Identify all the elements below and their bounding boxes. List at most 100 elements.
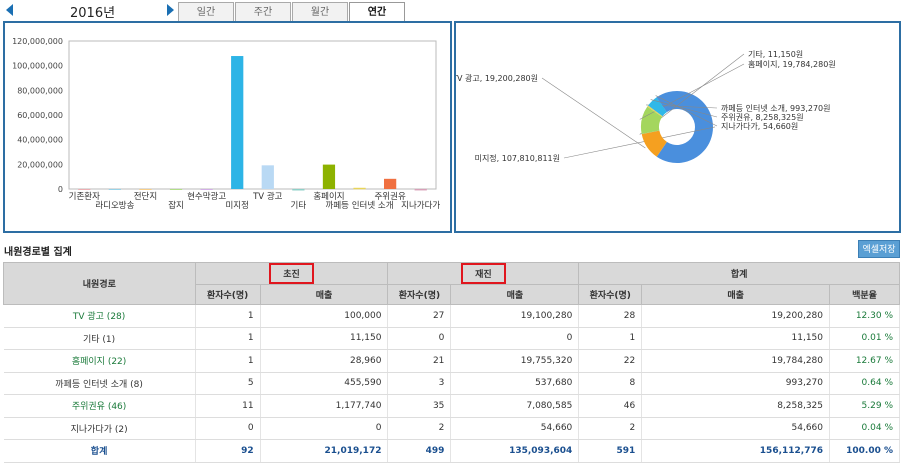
percent-cell: 0.64 % [829, 372, 900, 395]
sales-cell: 28,960 [260, 349, 389, 373]
sales-cell: 0 [260, 417, 389, 440]
prev-year-arrow-icon[interactable] [6, 4, 13, 16]
patient-count-cell: 1 [578, 327, 643, 350]
slice-label: 미지정, 107,810,811원 [475, 153, 560, 163]
slice-leader-line [563, 126, 716, 159]
sales-cell: 54,660 [641, 417, 830, 440]
donut-slice [641, 130, 660, 135]
year-label: 2016년 [70, 6, 116, 21]
x-tick-label: 현수막광고 [187, 191, 226, 202]
x-tick-label: 라디오방송 [95, 200, 134, 211]
patient-count-cell: 0 [387, 327, 452, 350]
x-tick-label: 미지정 [225, 200, 248, 211]
donut-chart: 미지정, 107,810,811원 TV 광고, 19,200,280원 기타, 1… [451, 50, 836, 163]
plot-area [68, 40, 437, 190]
tab-daily[interactable]: 일간 [178, 2, 234, 22]
pie-chart-panel: 미지정, 107,810,811원 TV 광고, 19,200,280원 기타, 1… [451, 21, 901, 233]
donut-slice [641, 106, 663, 135]
bar [78, 189, 91, 190]
bar [384, 178, 397, 189]
first-visit-label: 초진 [269, 263, 314, 284]
patient-count-cell: 92 [195, 439, 261, 463]
header-total: 합계 [578, 262, 900, 285]
period-tabs: 일간 주간 월간 연간 [178, 2, 406, 24]
bar-chart: 0 20,000,000 40,000,000 60,000,000 80,000,00… [12, 37, 440, 211]
patient-count-cell: 1 [195, 327, 261, 350]
slice-leader-line [650, 99, 718, 118]
route-name: TV 광고 (28) [3, 304, 196, 328]
tab-weekly[interactable]: 주간 [235, 2, 291, 22]
table-row: 주위권유 (46) 11 1,177,740 35 7,080,585 46 8,258,3… [3, 394, 900, 418]
bar [292, 188, 305, 191]
bar [139, 189, 152, 190]
y-tick-label: 80,000,000 [17, 86, 63, 95]
bar [231, 56, 244, 190]
sub-sales-1: 매출 [259, 284, 389, 305]
donut-slice [648, 97, 667, 117]
route-summary-table: 내원경로 초진 재진 합계 환자수(명) 매출 환자수(명) 매출 환자수(명)… [3, 262, 900, 463]
sales-cell: 21,019,172 [260, 439, 389, 463]
patient-count-cell: 0 [195, 417, 261, 440]
sales-cell: 135,093,604 [450, 439, 580, 463]
patient-count-cell: 21 [387, 349, 452, 373]
bar [108, 189, 121, 190]
section-title: 내원경로별 집계 [4, 247, 72, 258]
slice-label: 기타, 11,150원 [748, 50, 803, 59]
patient-count-cell: 28 [578, 304, 643, 328]
patient-count-cell: 1 [195, 349, 261, 373]
next-year-arrow-icon[interactable] [167, 4, 174, 16]
y-tick-label: 0 [58, 185, 63, 194]
patient-count-cell: 591 [578, 439, 643, 463]
slice-label: 지나가다가, 54,660원 [721, 122, 798, 131]
slice-label: 홈페이지, 19,784,280원 [748, 59, 836, 69]
route-name: 주위권유 (46) [3, 394, 196, 418]
route-name: 까페등 인터넷 소개 (8) [3, 372, 196, 395]
y-tick-label: 60,000,000 [17, 111, 63, 120]
route-name: 기타 (1) [3, 327, 196, 350]
bar-chart-panel: 0 20,000,000 40,000,000 60,000,000 80,000,00… [3, 21, 452, 233]
sales-cell: 156,112,776 [641, 439, 830, 463]
y-tick-label: 100,000,000 [12, 62, 63, 71]
sales-cell: 19,755,320 [450, 349, 580, 373]
tab-monthly[interactable]: 월간 [292, 2, 348, 22]
donut-slice [647, 105, 663, 117]
slice-leader-line [655, 95, 718, 127]
table-row: 까페등 인터넷 소개 (8) 5 455,590 3 537,680 8 993,270 0.… [3, 372, 900, 395]
header-route: 내원경로 [3, 262, 196, 305]
patient-count-cell: 27 [387, 304, 452, 328]
percent-cell: 5.29 % [829, 394, 900, 418]
x-tick-label: 주위권유 [374, 191, 405, 202]
donut-slice [641, 130, 667, 157]
route-name: 지나가다가 (2) [3, 417, 196, 440]
patient-count-cell: 46 [578, 394, 643, 418]
sales-cell: 537,680 [450, 372, 580, 395]
bar [353, 187, 366, 190]
patient-count-cell: 35 [387, 394, 452, 418]
sub-patients-2: 환자수(명) [387, 284, 452, 305]
sales-cell: 1,177,740 [260, 394, 389, 418]
bar [322, 164, 336, 189]
y-tick-label: 40,000,000 [17, 136, 63, 145]
sales-cell: 11,150 [260, 327, 389, 350]
patient-count-cell: 22 [578, 349, 643, 373]
sales-cell: 19,784,280 [641, 349, 830, 373]
sub-patients-3: 환자수(명) [578, 284, 643, 305]
table-row: 홈페이지 (22) 1 28,960 21 19,755,320 22 19,784,280… [3, 349, 900, 373]
patient-count-cell: 2 [387, 417, 452, 440]
sales-cell: 455,590 [260, 372, 389, 395]
sub-percent: 백분율 [829, 284, 900, 305]
x-tick-label: 지나가다가 [401, 201, 440, 211]
patient-count-cell: 1 [195, 304, 261, 328]
slice-leader-line [541, 77, 646, 149]
slice-label: 까페등 인터넷 소개, 993,270원 [721, 103, 831, 113]
patient-count-cell: 2 [578, 417, 643, 440]
y-tick-label: 20,000,000 [17, 160, 63, 169]
header-first-visit: 초진 [194, 262, 389, 285]
x-tick-label: 전단지 [134, 191, 157, 202]
excel-save-button[interactable]: 엑셀저장 [858, 240, 900, 258]
sales-cell: 19,100,280 [450, 304, 580, 328]
sales-cell: 11,150 [641, 327, 830, 350]
tab-yearly[interactable]: 연간 [349, 2, 405, 24]
percent-cell: 0.01 % [829, 327, 900, 350]
x-tick-label: 기타 [291, 201, 307, 211]
